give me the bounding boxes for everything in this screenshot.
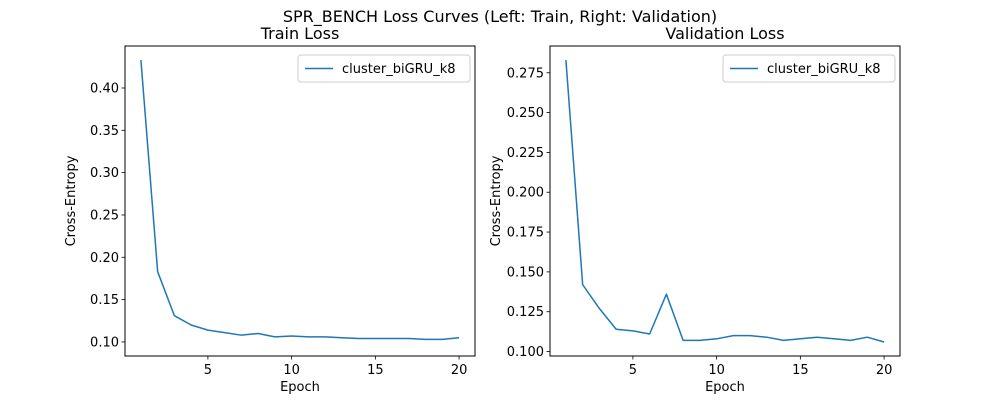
train-xtick-label: 10 <box>283 363 300 378</box>
val-xtick-label: 20 <box>876 363 893 378</box>
val-legend-label: cluster_biGRU_k8 <box>767 62 881 77</box>
val-ytick-label: 0.150 <box>507 265 544 280</box>
val-xtick-label: 15 <box>792 363 809 378</box>
train-axes: Train Loss 5 10 15 20 0.10 0.15 0.20 0.25 0.30 0.3… <box>64 24 476 395</box>
train-plot-frame <box>124 45 476 357</box>
val-plot-frame <box>549 45 901 357</box>
train-ylabel: Cross-Entropy <box>64 155 79 246</box>
val-title: Validation Loss <box>665 24 784 43</box>
val-series-line-0 <box>565 59 885 343</box>
val-ylabel: Cross-Entropy <box>489 155 504 246</box>
val-ytick-label: 0.275 <box>507 66 544 81</box>
val-xtick-label: 10 <box>708 363 725 378</box>
train-xtick-label: 15 <box>367 363 384 378</box>
train-legend-box <box>297 54 471 83</box>
train-ytick-label: 0.15 <box>90 293 119 308</box>
train-ytick-label: 0.20 <box>90 251 119 266</box>
val-ytick-label: 0.175 <box>507 226 544 241</box>
train-xtick-label: 5 <box>204 363 212 378</box>
figure-suptitle: SPR_BENCH Loss Curves (Left: Train, Righ… <box>283 7 717 27</box>
val-ytick-label: 0.100 <box>507 345 544 360</box>
val-xlabel: Epoch <box>705 380 745 395</box>
train-ytick-label: 0.10 <box>90 335 119 350</box>
val-xtick-label: 5 <box>629 363 637 378</box>
train-series-line-0 <box>140 59 460 341</box>
train-xtick-label: 20 <box>451 363 468 378</box>
train-ytick-label: 0.40 <box>90 81 119 96</box>
val-axes: Validation Loss 5 10 15 20 0.100 0.125 0.150 0.1… <box>489 24 901 395</box>
train-legend: cluster_biGRU_k8 <box>297 54 471 83</box>
val-legend: cluster_biGRU_k8 <box>722 54 896 83</box>
train-ytick-label: 0.35 <box>90 124 119 139</box>
val-ytick-label: 0.200 <box>507 186 544 201</box>
val-legend-box <box>722 54 896 83</box>
train-ytick-label: 0.30 <box>90 166 119 181</box>
val-ytick-label: 0.125 <box>507 305 544 320</box>
train-legend-label: cluster_biGRU_k8 <box>342 62 456 77</box>
val-ytick-label: 0.250 <box>507 106 544 121</box>
train-title: Train Loss <box>260 24 340 43</box>
train-ytick-label: 0.25 <box>90 208 119 223</box>
val-ytick-label: 0.225 <box>507 146 544 161</box>
train-xlabel: Epoch <box>280 380 320 395</box>
